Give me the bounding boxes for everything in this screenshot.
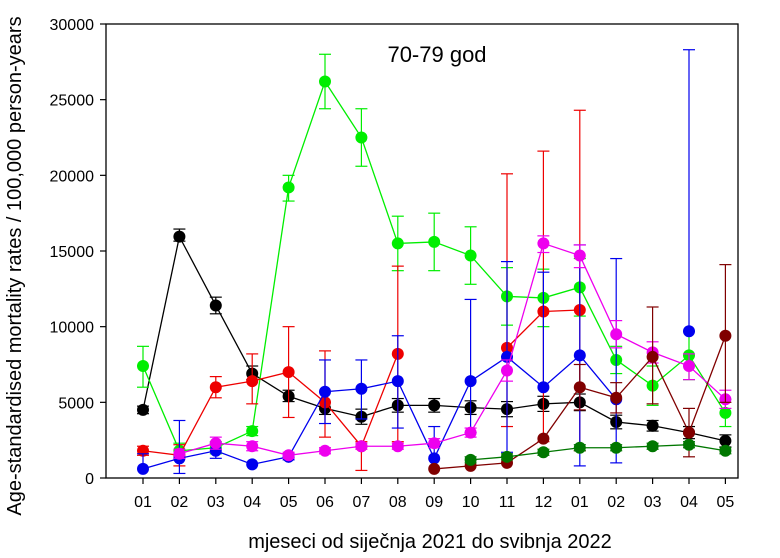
data-point	[501, 364, 513, 377]
data-point	[246, 425, 259, 438]
data-point	[573, 249, 586, 262]
x-tick-label: 06	[316, 494, 334, 511]
data-point	[464, 453, 477, 466]
x-tick-label: 05	[717, 494, 735, 511]
data-point	[137, 403, 149, 416]
data-point	[391, 375, 404, 388]
data-point	[610, 328, 623, 341]
data-point	[537, 432, 550, 445]
data-point	[719, 329, 732, 342]
data-point	[683, 438, 695, 451]
data-point	[683, 360, 695, 373]
x-axis-label: mjeseci od siječnja 2021 do svibnja 2022	[248, 531, 612, 553]
data-point	[282, 181, 295, 194]
data-point	[537, 237, 550, 250]
y-tick-label: 30000	[50, 17, 95, 34]
data-point	[464, 249, 477, 262]
x-tick-label: 08	[389, 494, 407, 511]
x-tick-label: 12	[535, 494, 553, 511]
series-1	[137, 53, 732, 459]
data-point	[282, 449, 295, 462]
x-tick-label: 04	[243, 494, 261, 511]
data-point	[319, 75, 331, 88]
data-point	[246, 440, 259, 453]
data-point	[537, 381, 550, 394]
x-tick-label: 03	[207, 494, 225, 511]
x-tick-label: 10	[462, 494, 480, 511]
series-line	[179, 242, 726, 456]
x-tick-label: 11	[499, 494, 516, 511]
chart-title: 70-79 god	[387, 42, 486, 67]
data-point	[464, 375, 477, 388]
data-point	[355, 440, 368, 453]
data-point	[319, 444, 331, 457]
series-6	[464, 438, 732, 466]
data-point	[573, 441, 586, 454]
data-point	[573, 349, 586, 362]
data-point	[209, 437, 222, 450]
x-tick-label: 04	[680, 494, 698, 511]
y-tick-label: 0	[85, 471, 94, 488]
x-tick-label: 03	[644, 494, 662, 511]
plot-frame	[105, 23, 739, 479]
y-tick-label: 10000	[50, 320, 95, 337]
y-tick-label: 5000	[58, 395, 94, 412]
data-point	[646, 350, 659, 363]
x-tick-label: 05	[280, 494, 298, 511]
series-line	[142, 353, 399, 457]
data-point	[355, 131, 368, 144]
data-point	[355, 382, 368, 395]
data-point	[646, 440, 659, 453]
x-tick-label: 02	[171, 494, 189, 511]
data-point	[209, 381, 222, 394]
y-tick-label: 15000	[50, 244, 95, 261]
data-point	[719, 406, 732, 419]
series-layer	[137, 49, 732, 475]
data-point	[391, 440, 404, 453]
data-point	[719, 434, 732, 447]
data-point	[537, 446, 550, 459]
data-point	[428, 437, 441, 450]
data-point	[646, 419, 659, 432]
series-3	[137, 49, 695, 475]
data-point	[683, 325, 695, 338]
y-tick-label: 25000	[50, 93, 95, 110]
data-point	[573, 381, 586, 394]
data-point	[137, 360, 149, 373]
x-tick-label: 02	[607, 494, 625, 511]
series-line	[470, 444, 726, 461]
data-point	[610, 441, 623, 454]
data-point	[246, 458, 259, 471]
x-axis: 01 02 03 04 05 06 07 08 09 10 11 12 01 02 03 04 05	[134, 478, 734, 511]
data-point	[683, 426, 695, 439]
data-point	[209, 299, 222, 312]
y-tick-label: 20000	[50, 168, 95, 185]
x-tick-label: 01	[571, 494, 589, 511]
data-point	[464, 426, 477, 439]
data-point	[501, 450, 513, 463]
y-axis: 0 5000 10000 15000 20000 25000 30000	[50, 17, 106, 488]
data-point	[246, 375, 259, 388]
y-axis-label: Age-standardised mortality rates / 100,0…	[4, 16, 26, 515]
data-point	[428, 452, 441, 465]
data-point	[173, 447, 186, 460]
x-tick-label: 07	[353, 494, 371, 511]
series-line	[142, 354, 617, 470]
x-tick-label: 09	[425, 494, 443, 511]
data-point	[428, 235, 441, 248]
data-point	[428, 462, 441, 475]
data-point	[391, 237, 404, 250]
data-point	[719, 444, 732, 457]
x-tick-label: 01	[134, 494, 152, 511]
data-point	[282, 366, 295, 379]
data-point	[173, 230, 186, 243]
data-point	[137, 462, 149, 475]
data-point	[319, 385, 331, 398]
data-point	[610, 391, 623, 404]
series-5	[428, 264, 732, 475]
data-point	[428, 399, 441, 412]
